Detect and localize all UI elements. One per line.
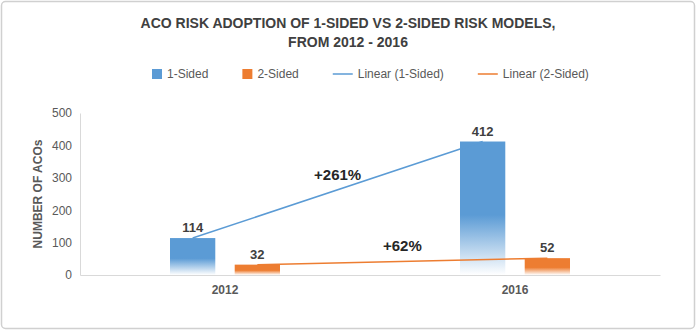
- legend-swatch: [478, 73, 498, 75]
- bar: [235, 265, 280, 275]
- bar: [460, 142, 505, 275]
- y-tick: 100: [52, 236, 80, 250]
- y-tick-label: 0: [65, 268, 72, 282]
- x-tick: 2016: [502, 275, 529, 297]
- legend-label: 2-Sided: [257, 67, 298, 81]
- y-axis-title: NUMBER OF ACOs: [31, 139, 45, 248]
- y-tick-label: 300: [52, 171, 72, 185]
- bar: [170, 238, 215, 275]
- y-tick: 400: [52, 139, 80, 153]
- y-tick: 200: [52, 204, 80, 218]
- legend-swatch: [242, 69, 252, 79]
- y-tick: 300: [52, 171, 80, 185]
- legend-swatch: [152, 69, 162, 79]
- data-label: 412: [472, 124, 494, 139]
- x-tick: 2012: [212, 275, 239, 297]
- legend-label: Linear (1-Sided): [358, 67, 444, 81]
- chart-title: FROM 2012 - 2016: [288, 34, 408, 50]
- y-tick-label: 100: [52, 236, 72, 250]
- chart-frame: [2, 2, 695, 329]
- plot-marks: [170, 142, 570, 275]
- chart: ACO RISK ADOPTION OF 1-SIDED VS 2-SIDED …: [0, 0, 696, 330]
- y-tick-label: 200: [52, 204, 72, 218]
- legend: 1-Sided 2-Sided Linear (1-Sided) Linear (2-…: [152, 67, 589, 81]
- trend-line: [193, 142, 483, 239]
- y-axis-line: [80, 114, 81, 276]
- annotation: +62%: [383, 237, 422, 254]
- y-tick-label: 400: [52, 139, 72, 153]
- legend-label: Linear (2-Sided): [503, 67, 589, 81]
- bar: [525, 258, 570, 275]
- y-tick-label: 500: [52, 106, 72, 120]
- chart-title: ACO RISK ADOPTION OF 1-SIDED VS 2-SIDED …: [141, 15, 556, 31]
- x-tick-label: 2016: [502, 283, 529, 297]
- trend-line: [257, 258, 547, 264]
- legend-label: 1-Sided: [167, 67, 208, 81]
- annotation: +261%: [314, 166, 361, 183]
- y-tick: 500: [52, 106, 80, 120]
- y-tick: 0: [65, 268, 80, 282]
- x-tick-label: 2012: [212, 283, 239, 297]
- legend-swatch: [333, 73, 353, 75]
- data-label: 32: [250, 247, 264, 262]
- data-label: 52: [540, 240, 554, 255]
- data-label: 114: [182, 220, 204, 235]
- y-axis: 0 100 200 300 400 500: [52, 106, 81, 282]
- x-axis: 2012 2016: [81, 275, 661, 297]
- x-axis-line: [81, 275, 661, 276]
